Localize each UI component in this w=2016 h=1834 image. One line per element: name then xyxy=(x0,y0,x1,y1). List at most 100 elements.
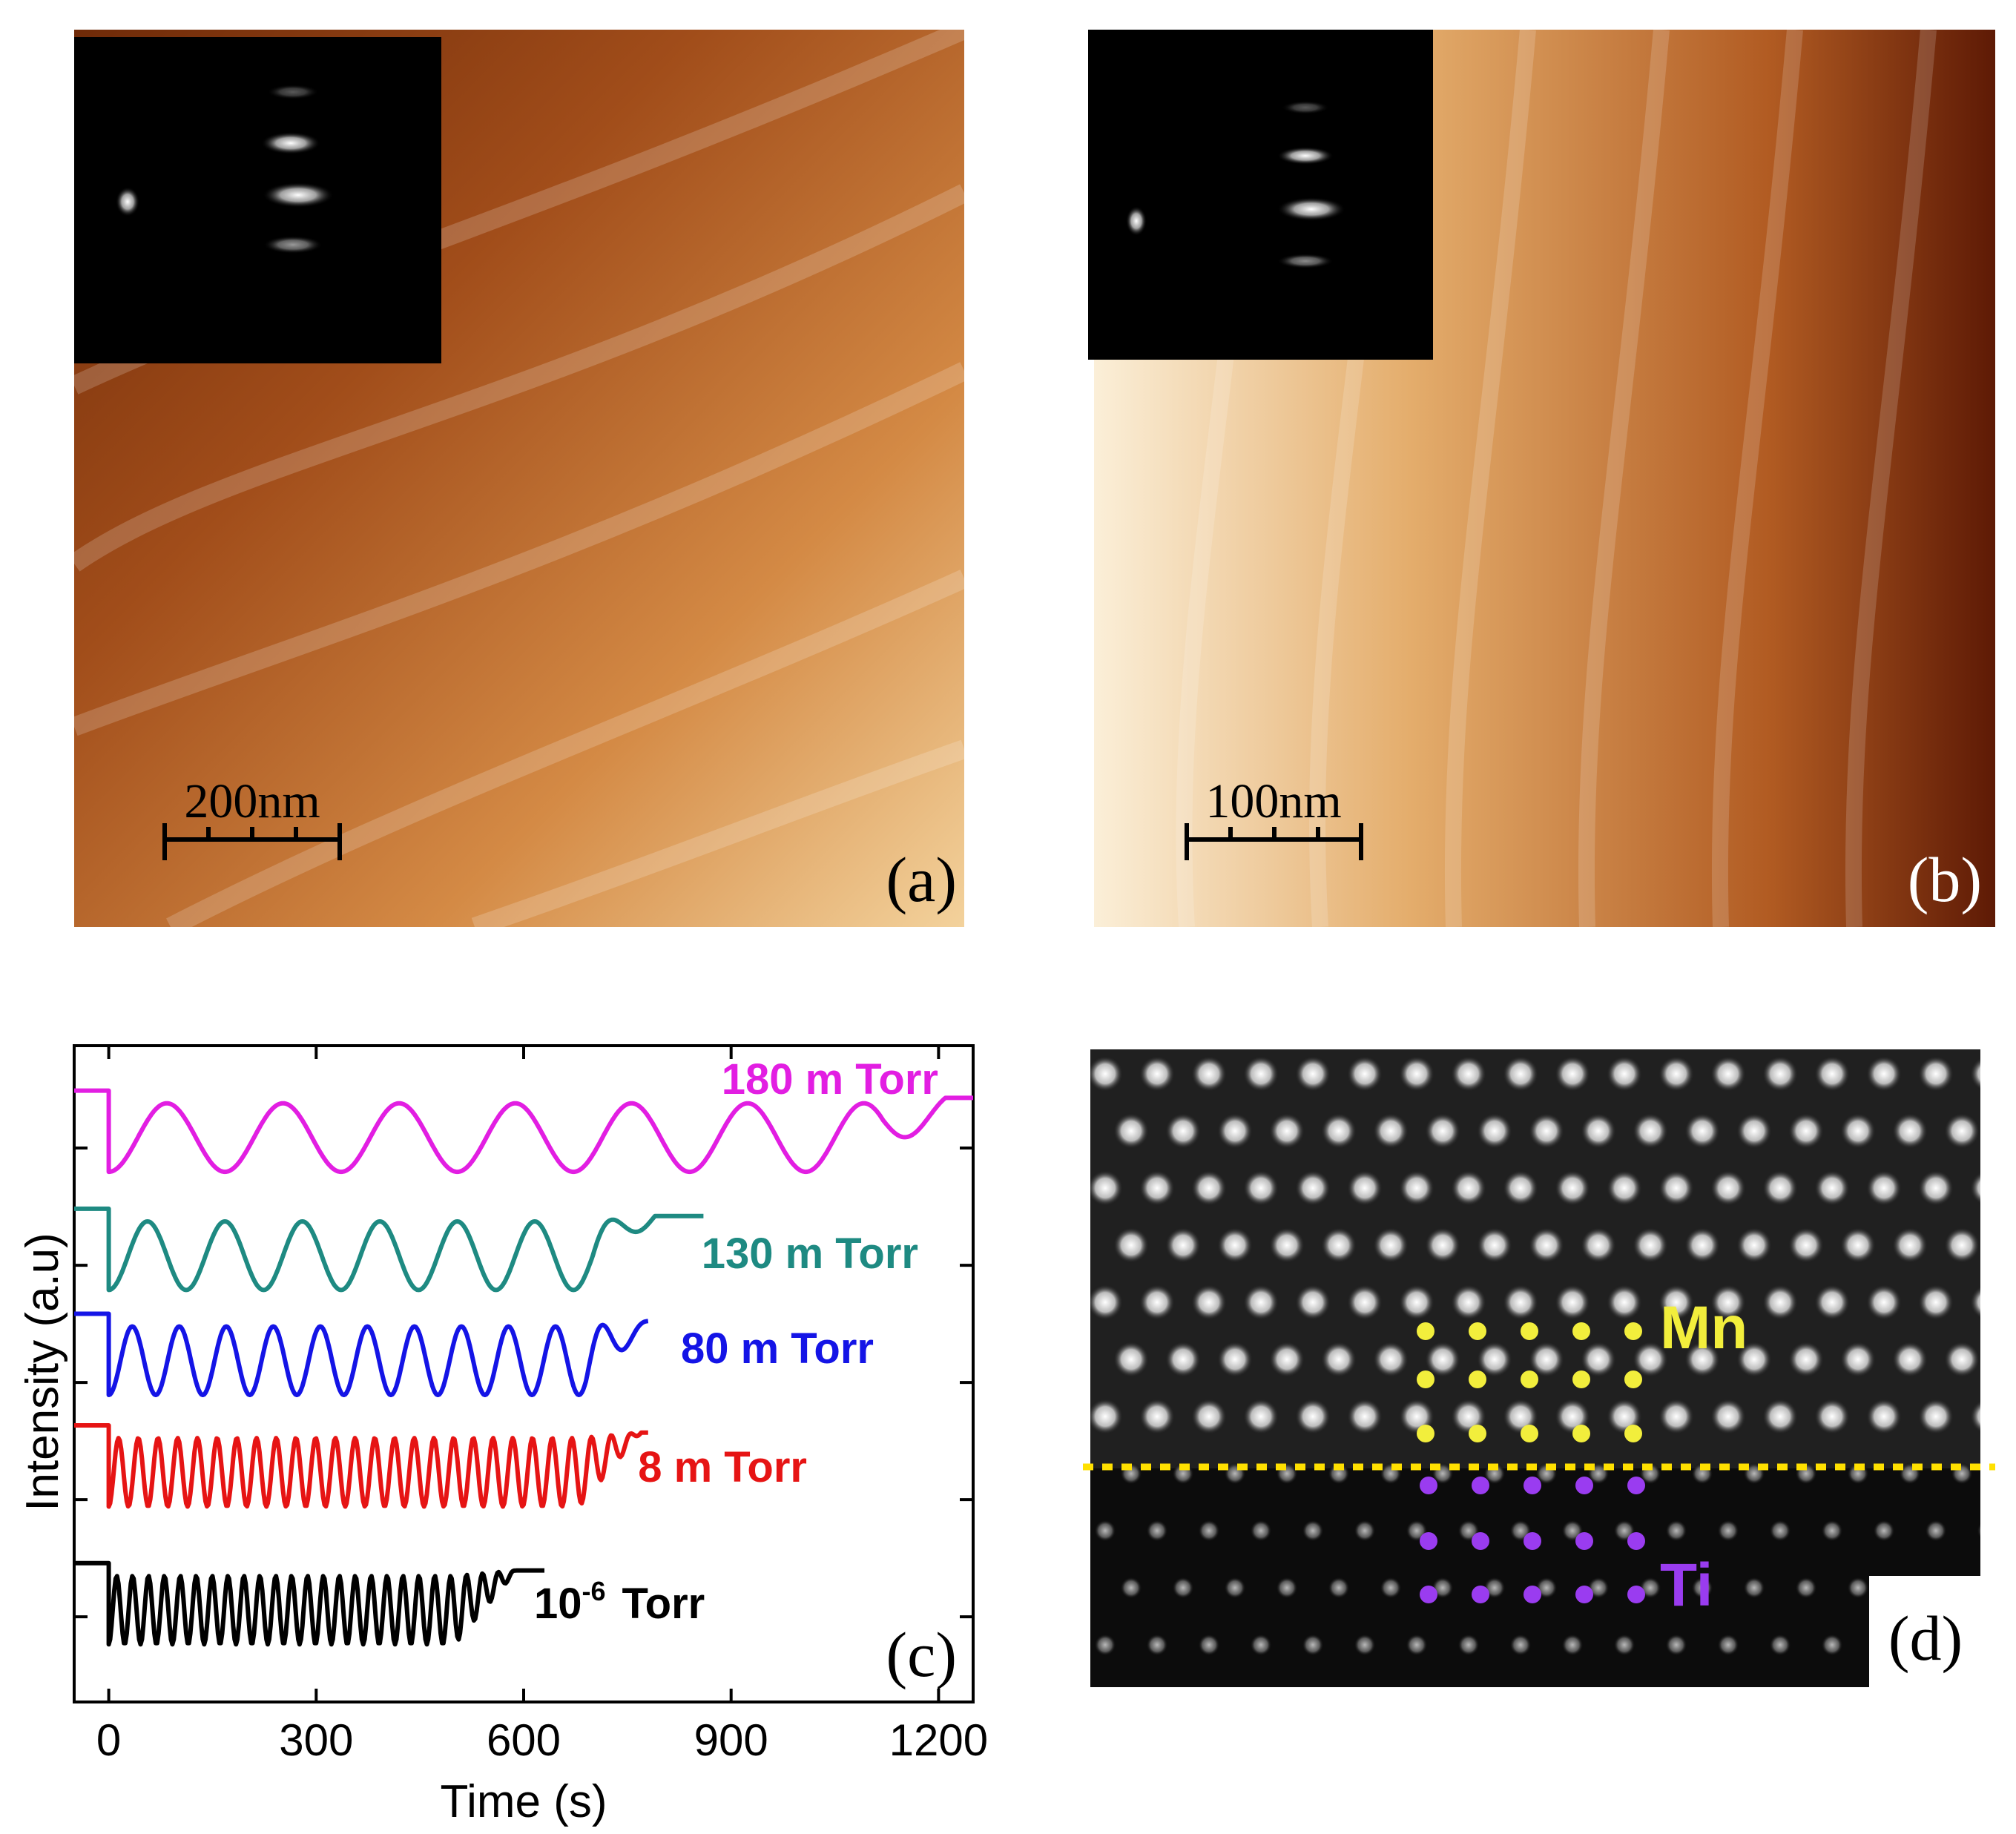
atom-column xyxy=(1873,1520,1895,1542)
atom-column xyxy=(1665,1634,1687,1656)
atom-column xyxy=(1139,1399,1175,1434)
atom-column xyxy=(1347,1170,1383,1206)
mn-marker xyxy=(1624,1370,1642,1388)
atom-column xyxy=(1762,1284,1798,1320)
atom-column xyxy=(1658,1056,1694,1092)
atom-column xyxy=(1120,1577,1142,1599)
rheed-streak-a2 xyxy=(263,182,334,208)
atom-column xyxy=(1503,1056,1538,1092)
atom-column xyxy=(1769,1634,1791,1656)
atom-column xyxy=(1866,1056,1902,1092)
atom-column xyxy=(1354,1634,1376,1656)
atom-column xyxy=(1658,1284,1694,1320)
atom-column xyxy=(1477,1227,1512,1263)
atom-column xyxy=(1191,1170,1227,1206)
atom-column xyxy=(1840,1227,1876,1263)
atom-column xyxy=(1354,1520,1376,1542)
rheed-inset-a xyxy=(74,37,441,363)
atom-column xyxy=(1139,1170,1175,1206)
atom-column xyxy=(1503,1284,1538,1320)
atom-column xyxy=(1795,1691,1817,1713)
atom-column xyxy=(1717,1520,1739,1542)
mn-marker xyxy=(1417,1370,1434,1388)
series-label: 130 m Torr xyxy=(702,1230,918,1278)
atom-column xyxy=(1509,1634,1532,1656)
atom-column xyxy=(1380,1691,1402,1713)
scale-bar-b xyxy=(1185,823,1363,860)
atom-column xyxy=(1581,1342,1616,1377)
atom-column xyxy=(1321,1342,1357,1377)
atom-column xyxy=(1866,1399,1902,1434)
atom-column xyxy=(1217,1113,1253,1149)
series-label: 10-6 Torr xyxy=(534,1576,705,1628)
atom-column xyxy=(1120,1691,1142,1713)
atom-column xyxy=(1090,1284,1123,1320)
atom-column xyxy=(1587,1691,1610,1713)
mn-marker xyxy=(1572,1425,1590,1442)
atom-column xyxy=(1814,1170,1850,1206)
atom-column xyxy=(1295,1284,1331,1320)
atom-column xyxy=(1762,1399,1798,1434)
atom-column xyxy=(1198,1520,1220,1542)
series-label-exponent: -6 xyxy=(582,1576,606,1606)
series-line xyxy=(74,1311,649,1397)
atom-column xyxy=(1555,1284,1590,1320)
atom-column xyxy=(1399,1170,1434,1206)
atom-column xyxy=(1321,1113,1357,1149)
atom-column xyxy=(1970,1058,1980,1090)
atom-column xyxy=(1139,1056,1175,1092)
ti-label: Ti xyxy=(1660,1551,1713,1619)
atom-column xyxy=(1925,1520,1947,1542)
atom-column xyxy=(1295,1399,1331,1434)
atom-column xyxy=(1717,1634,1739,1656)
atom-column xyxy=(1996,1227,2016,1263)
ti-marker xyxy=(1420,1477,1437,1494)
rheed-streak-b1 xyxy=(1277,147,1334,165)
ti-marker xyxy=(1523,1586,1541,1603)
ti-marker xyxy=(1575,1477,1593,1494)
ti-marker xyxy=(1523,1532,1541,1550)
atom-column xyxy=(1665,1520,1687,1542)
scale-bar-label-b: 100nm xyxy=(1205,774,1341,828)
atom-column xyxy=(1373,1342,1409,1377)
atom-column xyxy=(1191,1056,1227,1092)
panel-letter-b: (b) xyxy=(1908,844,1982,915)
atom-column xyxy=(1918,1056,1954,1092)
panel-letter-d: (d) xyxy=(1888,1603,1963,1674)
atom-column xyxy=(1561,1634,1584,1656)
atom-column xyxy=(1425,1342,1460,1377)
atom-column xyxy=(1788,1342,1824,1377)
atom-column xyxy=(1090,1056,1123,1092)
mn-marker xyxy=(1417,1322,1434,1340)
atom-column xyxy=(1736,1227,1772,1263)
atom-column xyxy=(1840,1113,1876,1149)
ti-marker xyxy=(1420,1586,1437,1603)
atom-column xyxy=(1821,1520,1843,1542)
ti-marker xyxy=(1575,1586,1593,1603)
atom-column xyxy=(1328,1462,1350,1485)
atom-column xyxy=(1224,1691,1246,1713)
atom-column xyxy=(1090,1170,1123,1206)
atom-column xyxy=(1250,1520,1272,1542)
atom-column xyxy=(1892,1342,1928,1377)
ti-marker xyxy=(1420,1532,1437,1550)
atom-column xyxy=(1217,1227,1253,1263)
mn-marker xyxy=(1469,1322,1486,1340)
atom-column xyxy=(1224,1577,1246,1599)
series-line xyxy=(74,1560,546,1647)
atom-column xyxy=(1276,1691,1298,1713)
atom-column xyxy=(1710,1056,1746,1092)
mn-marker xyxy=(1624,1425,1642,1442)
mn-marker xyxy=(1521,1425,1538,1442)
atom-column xyxy=(1477,1113,1512,1149)
atom-column xyxy=(1866,1170,1902,1206)
series-line xyxy=(74,1088,975,1175)
atom-column xyxy=(1710,1170,1746,1206)
mn-marker xyxy=(1521,1322,1538,1340)
ti-marker xyxy=(1627,1586,1645,1603)
atom-column xyxy=(1399,1056,1434,1092)
atom-column xyxy=(1399,1284,1434,1320)
atom-column xyxy=(1347,1399,1383,1434)
atom-column xyxy=(1918,1399,1954,1434)
atom-column xyxy=(1191,1284,1227,1320)
